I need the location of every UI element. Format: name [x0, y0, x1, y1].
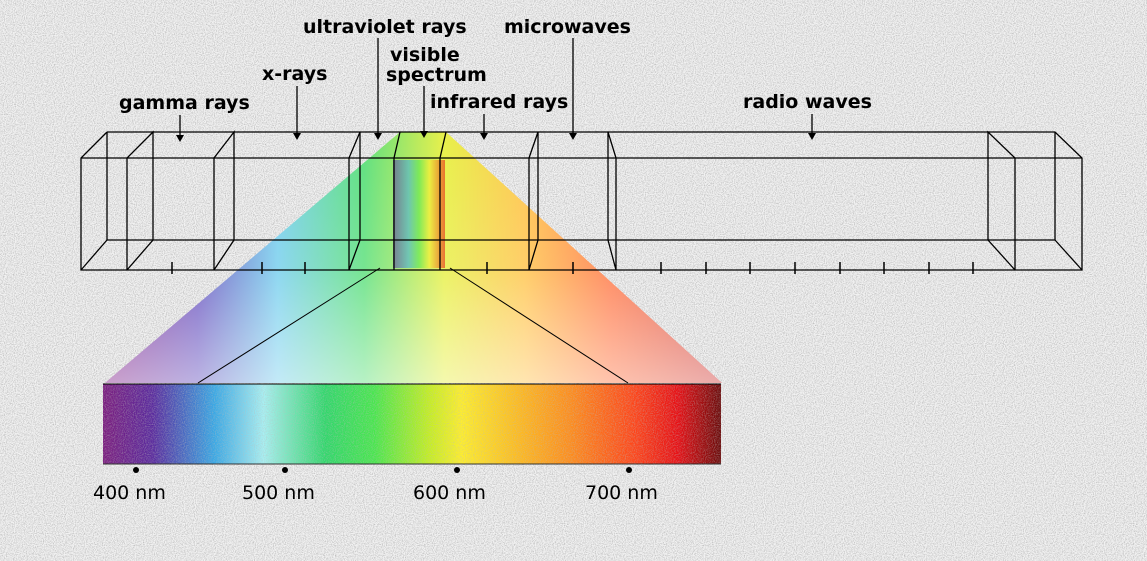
label-infrared-rays: infrared rays	[430, 91, 568, 113]
spectrum-tube	[80, 130, 1083, 271]
tube-ticks	[171, 262, 974, 274]
band-arrows	[176, 38, 816, 142]
label-ultraviolet-rays: ultraviolet rays	[303, 16, 467, 38]
label-gamma-rays: gamma rays	[119, 92, 250, 114]
tick-dot-700	[626, 467, 632, 473]
tick-dot-500	[282, 467, 288, 473]
label-microwaves: microwaves	[504, 16, 631, 38]
tick-dot-600	[454, 467, 460, 473]
label-radio-waves: radio waves	[743, 91, 872, 113]
tick-label-400: 400 nm	[93, 482, 166, 504]
label-spectrum: spectrum	[386, 64, 487, 86]
visible-spectrum-bar	[103, 383, 721, 465]
label-x-rays: x-rays	[262, 63, 327, 85]
tick-label-500: 500 nm	[242, 482, 315, 504]
light-fan	[105, 132, 722, 384]
tick-label-600: 600 nm	[413, 482, 486, 504]
wavelength-axis: 400 nm 500 nm 600 nm 700 nm	[93, 467, 658, 504]
band-labels: gamma rays x-rays ultraviolet rays visib…	[119, 16, 872, 114]
tick-dot-400	[133, 467, 139, 473]
label-visible: visible	[390, 44, 460, 66]
tick-label-700: 700 nm	[585, 482, 658, 504]
